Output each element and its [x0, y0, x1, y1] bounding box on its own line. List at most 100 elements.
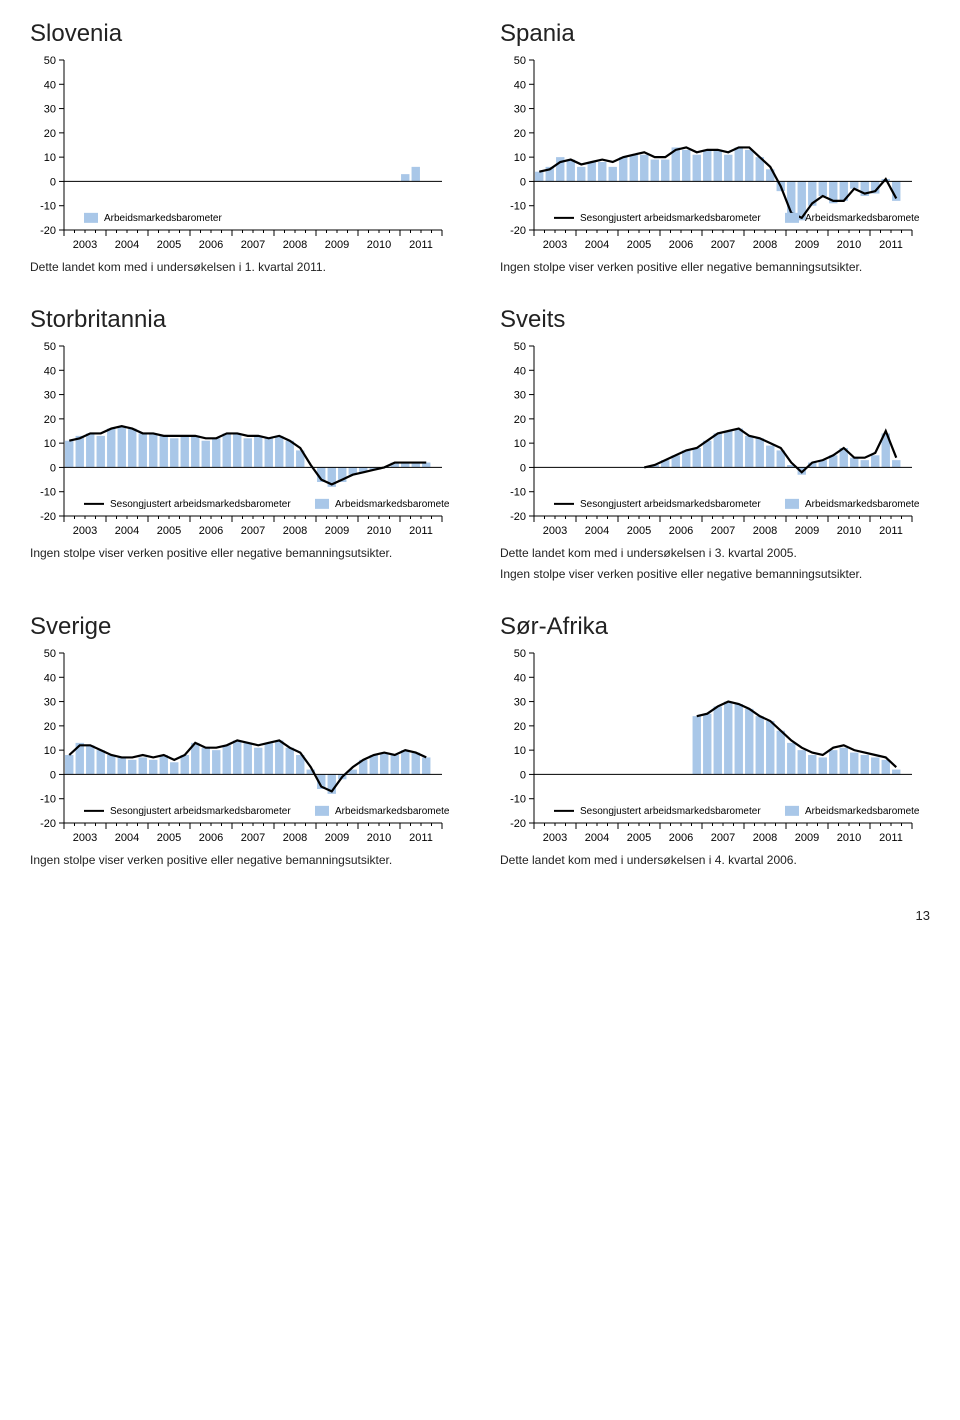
- bar: [892, 769, 900, 774]
- bar: [819, 181, 827, 196]
- svg-text:30: 30: [44, 104, 56, 116]
- svg-text:40: 40: [44, 672, 56, 684]
- storbritannia-chart: -20-100102030405020032004200520062007200…: [30, 340, 450, 540]
- bar: [65, 755, 73, 774]
- bar: [829, 750, 837, 774]
- svg-text:2004: 2004: [585, 525, 609, 537]
- chart-title: Slovenia: [30, 20, 460, 48]
- svg-text:2011: 2011: [409, 239, 433, 251]
- bar: [275, 740, 283, 774]
- svg-text:40: 40: [44, 79, 56, 91]
- svg-text:2005: 2005: [157, 239, 181, 251]
- slovenia-chart: -20-100102030405020032004200520062007200…: [30, 54, 450, 254]
- legend-line-label: Sesongjustert arbeidsmarkedsbarometer: [110, 498, 291, 509]
- svg-text:2007: 2007: [241, 832, 265, 844]
- svg-text:2009: 2009: [325, 832, 349, 844]
- bar: [128, 760, 136, 775]
- bar: [244, 438, 252, 467]
- svg-text:20: 20: [44, 413, 56, 425]
- svg-text:2011: 2011: [879, 832, 903, 844]
- svg-text:10: 10: [44, 152, 56, 164]
- svg-text:2006: 2006: [669, 239, 693, 251]
- svg-text:2003: 2003: [73, 832, 97, 844]
- bar: [588, 162, 596, 181]
- chart-title: Sør-Afrika: [500, 613, 930, 641]
- svg-text:2010: 2010: [837, 525, 861, 537]
- bar: [745, 435, 753, 467]
- bar: [254, 435, 262, 467]
- svg-text:2007: 2007: [711, 832, 735, 844]
- bar: [86, 745, 94, 774]
- svg-text:2004: 2004: [115, 832, 139, 844]
- svg-text:-20: -20: [510, 511, 526, 523]
- bar: [567, 160, 575, 182]
- bar: [223, 433, 231, 467]
- bar: [118, 757, 126, 774]
- svg-text:2003: 2003: [543, 525, 567, 537]
- svg-text:2009: 2009: [325, 525, 349, 537]
- svg-text:2010: 2010: [367, 239, 391, 251]
- bar: [76, 435, 84, 467]
- bar: [714, 706, 722, 774]
- bar: [233, 433, 241, 467]
- svg-text:-10: -10: [510, 486, 526, 498]
- legend-line-label: Sesongjustert arbeidsmarkedsbarometer: [580, 213, 761, 224]
- svg-text:0: 0: [50, 176, 56, 188]
- chart-note: Dette landet kom med i undersøkelsen i 3…: [500, 546, 930, 562]
- svg-text:2008: 2008: [753, 239, 777, 251]
- bar: [170, 438, 178, 467]
- svg-text:2011: 2011: [409, 525, 433, 537]
- bar: [808, 755, 816, 774]
- svg-text:2005: 2005: [157, 525, 181, 537]
- bar: [714, 433, 722, 467]
- svg-text:10: 10: [44, 745, 56, 757]
- bar: [535, 172, 543, 182]
- svg-text:2005: 2005: [157, 832, 181, 844]
- svg-text:10: 10: [514, 438, 526, 450]
- bar: [128, 428, 136, 467]
- page-number: 13: [30, 908, 930, 923]
- chart-title: Sverige: [30, 613, 460, 641]
- svg-text:30: 30: [514, 104, 526, 116]
- svg-text:0: 0: [50, 462, 56, 474]
- bar: [787, 743, 795, 775]
- chart-note: Ingen stolpe viser verken positive eller…: [500, 260, 930, 276]
- svg-text:2004: 2004: [115, 239, 139, 251]
- bar: [244, 743, 252, 775]
- svg-text:2006: 2006: [199, 525, 223, 537]
- bar: [370, 755, 378, 774]
- bar: [651, 160, 659, 182]
- bar: [735, 428, 743, 467]
- bar: [65, 440, 73, 467]
- svg-text:2007: 2007: [241, 525, 265, 537]
- svg-text:2008: 2008: [283, 239, 307, 251]
- bar: [265, 438, 273, 467]
- svg-text:2003: 2003: [73, 239, 97, 251]
- svg-text:30: 30: [514, 696, 526, 708]
- bar: [756, 438, 764, 467]
- bar: [735, 704, 743, 774]
- svg-text:50: 50: [44, 55, 56, 67]
- bar: [139, 757, 147, 774]
- svg-text:2011: 2011: [879, 239, 903, 251]
- svg-text:2004: 2004: [585, 239, 609, 251]
- svg-text:2007: 2007: [711, 239, 735, 251]
- bar: [640, 155, 648, 182]
- bar: [766, 721, 774, 774]
- svg-text:0: 0: [50, 769, 56, 781]
- svg-text:2008: 2008: [753, 525, 777, 537]
- svg-text:-10: -10: [510, 201, 526, 213]
- bar: [149, 760, 157, 775]
- bar: [401, 750, 409, 774]
- bar: [819, 757, 827, 774]
- spania-chart: -20-100102030405020032004200520062007200…: [500, 54, 920, 254]
- chart-panel-sorafrika: Sør-Afrika-20-10010203040502003200420052…: [500, 613, 930, 869]
- bar: [275, 435, 283, 467]
- bar: [861, 460, 869, 467]
- svg-text:10: 10: [44, 438, 56, 450]
- bar: [160, 755, 168, 774]
- svg-text:2005: 2005: [627, 832, 651, 844]
- svg-text:-20: -20: [510, 225, 526, 237]
- svg-text:40: 40: [44, 365, 56, 377]
- svg-text:2010: 2010: [367, 525, 391, 537]
